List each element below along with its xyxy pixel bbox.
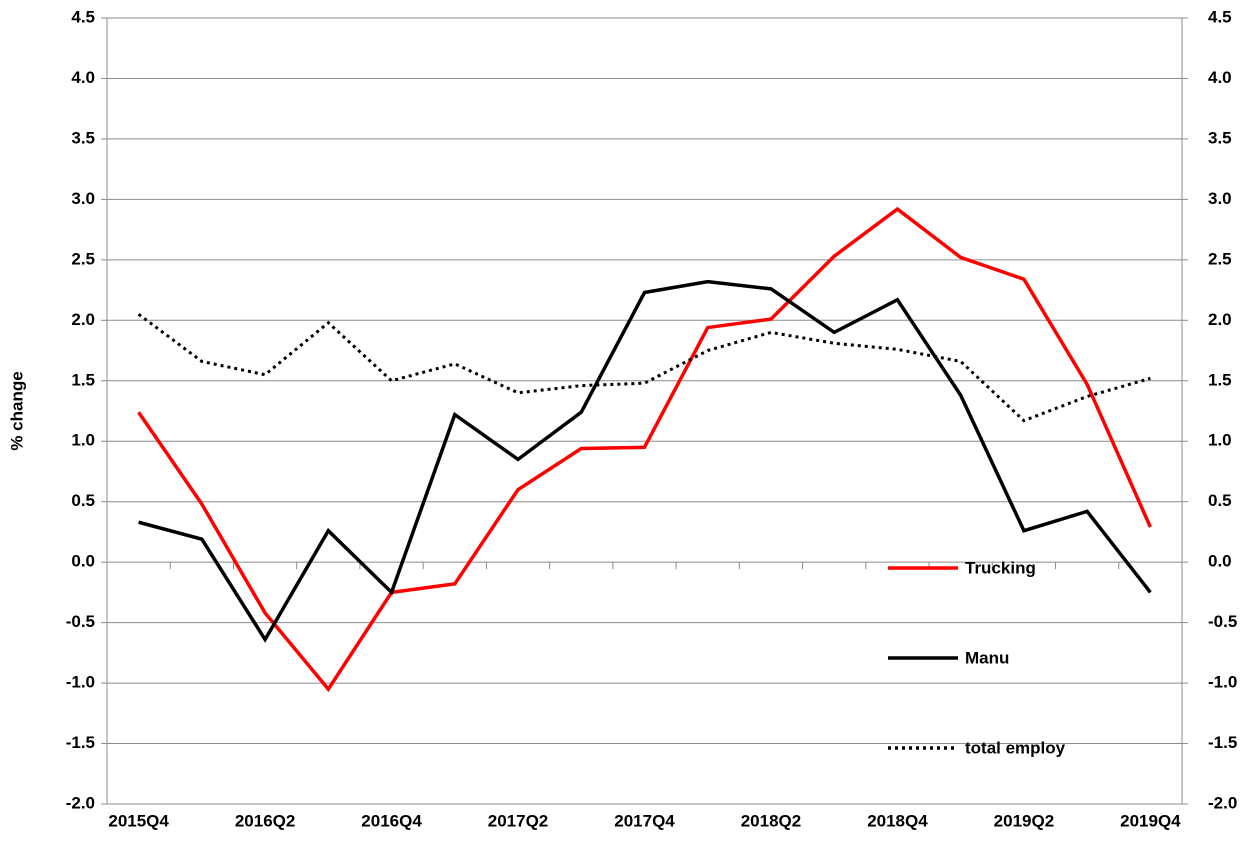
- x-tick-label: 2019Q2: [994, 811, 1055, 830]
- series-line: [137, 313, 1151, 423]
- y2-tick-label: -1.0: [1208, 673, 1237, 692]
- y2-tick-label: 3.0: [1208, 189, 1232, 208]
- y-tick-label: 3.5: [71, 128, 95, 147]
- y-tick-label: -1.5: [66, 733, 95, 752]
- series-line: [137, 206, 1152, 693]
- series-line: [138, 279, 1152, 643]
- y2-tick-label: 4.5: [1208, 7, 1232, 26]
- y2-tick-label: 2.0: [1208, 310, 1232, 329]
- y2-tick-label: 1.5: [1208, 370, 1232, 389]
- y-tick-label: 4.0: [71, 68, 95, 87]
- x-tick-label: 2017Q2: [488, 811, 549, 830]
- y-tick-label: 1.0: [71, 431, 95, 450]
- y-tick-label: 0.5: [71, 491, 95, 510]
- y-axis-label: % change: [7, 371, 26, 450]
- y-tick-label: -1.0: [66, 673, 95, 692]
- y2-tick-label: 1.0: [1208, 431, 1232, 450]
- legend-label: Manu: [965, 648, 1009, 667]
- y-tick-label: 0.0: [71, 552, 95, 571]
- x-tick-label: 2015Q4: [108, 811, 169, 830]
- x-tick-label: 2017Q4: [614, 811, 675, 830]
- y2-tick-label: -0.5: [1208, 612, 1237, 631]
- x-tick-label: 2018Q2: [741, 811, 802, 830]
- x-tick-label: 2016Q2: [235, 811, 296, 830]
- y2-tick-label: -1.5: [1208, 733, 1237, 752]
- x-tick-label: 2019Q4: [1120, 811, 1181, 830]
- y2-tick-label: 3.5: [1208, 128, 1232, 147]
- y2-tick-label: 0.5: [1208, 491, 1232, 510]
- legend-label: total employ: [965, 738, 1066, 757]
- y-tick-label: 2.0: [71, 310, 95, 329]
- y2-tick-label: 4.0: [1208, 68, 1232, 87]
- y2-tick-label: -2.0: [1208, 793, 1237, 812]
- y-tick-label: 3.0: [71, 189, 95, 208]
- y-tick-label: 2.5: [71, 249, 95, 268]
- y-tick-label: -0.5: [66, 612, 95, 631]
- x-tick-label: 2016Q4: [361, 811, 422, 830]
- y2-tick-label: 0.0: [1208, 552, 1232, 571]
- legend-label: Trucking: [965, 558, 1036, 577]
- y-tick-label: 1.5: [71, 370, 95, 389]
- y2-tick-label: 2.5: [1208, 249, 1232, 268]
- y-tick-label: 4.5: [71, 7, 95, 26]
- x-tick-label: 2018Q4: [867, 811, 928, 830]
- y-tick-label: -2.0: [66, 793, 95, 812]
